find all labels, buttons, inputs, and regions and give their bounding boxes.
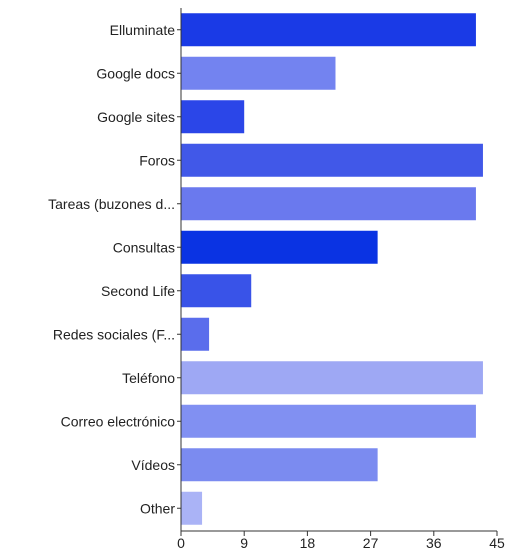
category-label: Other — [140, 500, 175, 516]
category-label: Correo electrónico — [61, 413, 176, 429]
bar-0 — [181, 13, 476, 47]
category-label: Tareas (buzones d... — [48, 196, 175, 212]
x-tick-label: 18 — [300, 535, 316, 551]
category-label: Google docs — [96, 65, 175, 81]
bar-10 — [181, 448, 378, 482]
category-labels: Elluminate Google docs Google sites Foros Ta… — [48, 22, 175, 517]
axis-group — [177, 8, 498, 536]
category-label: Elluminate — [110, 22, 176, 38]
bar-5 — [181, 230, 378, 264]
x-tick-label: 45 — [489, 535, 505, 551]
category-label: Consultas — [113, 239, 175, 255]
bar-4 — [181, 187, 476, 221]
bar-9 — [181, 404, 476, 438]
x-tick-labels: 0 9 18 27 36 45 — [177, 535, 505, 551]
x-tick-label: 27 — [363, 535, 379, 551]
x-tick-label: 9 — [240, 535, 248, 551]
category-label: Redes sociales (F... — [53, 326, 175, 342]
category-label: Teléfono — [122, 370, 175, 386]
category-label: Second Life — [101, 283, 175, 299]
x-tick-label: 36 — [426, 535, 442, 551]
bar-8 — [181, 361, 483, 395]
x-tick-label: 0 — [177, 535, 185, 551]
bar-1 — [181, 56, 336, 90]
bar-11 — [181, 491, 203, 525]
bar-2 — [181, 100, 245, 134]
category-label: Google sites — [97, 109, 175, 125]
bars-group — [181, 13, 483, 525]
bar-7 — [181, 317, 210, 351]
bar-6 — [181, 274, 252, 308]
category-label: Vídeos — [131, 457, 175, 473]
bar-3 — [181, 143, 483, 177]
category-label: Foros — [139, 152, 175, 168]
